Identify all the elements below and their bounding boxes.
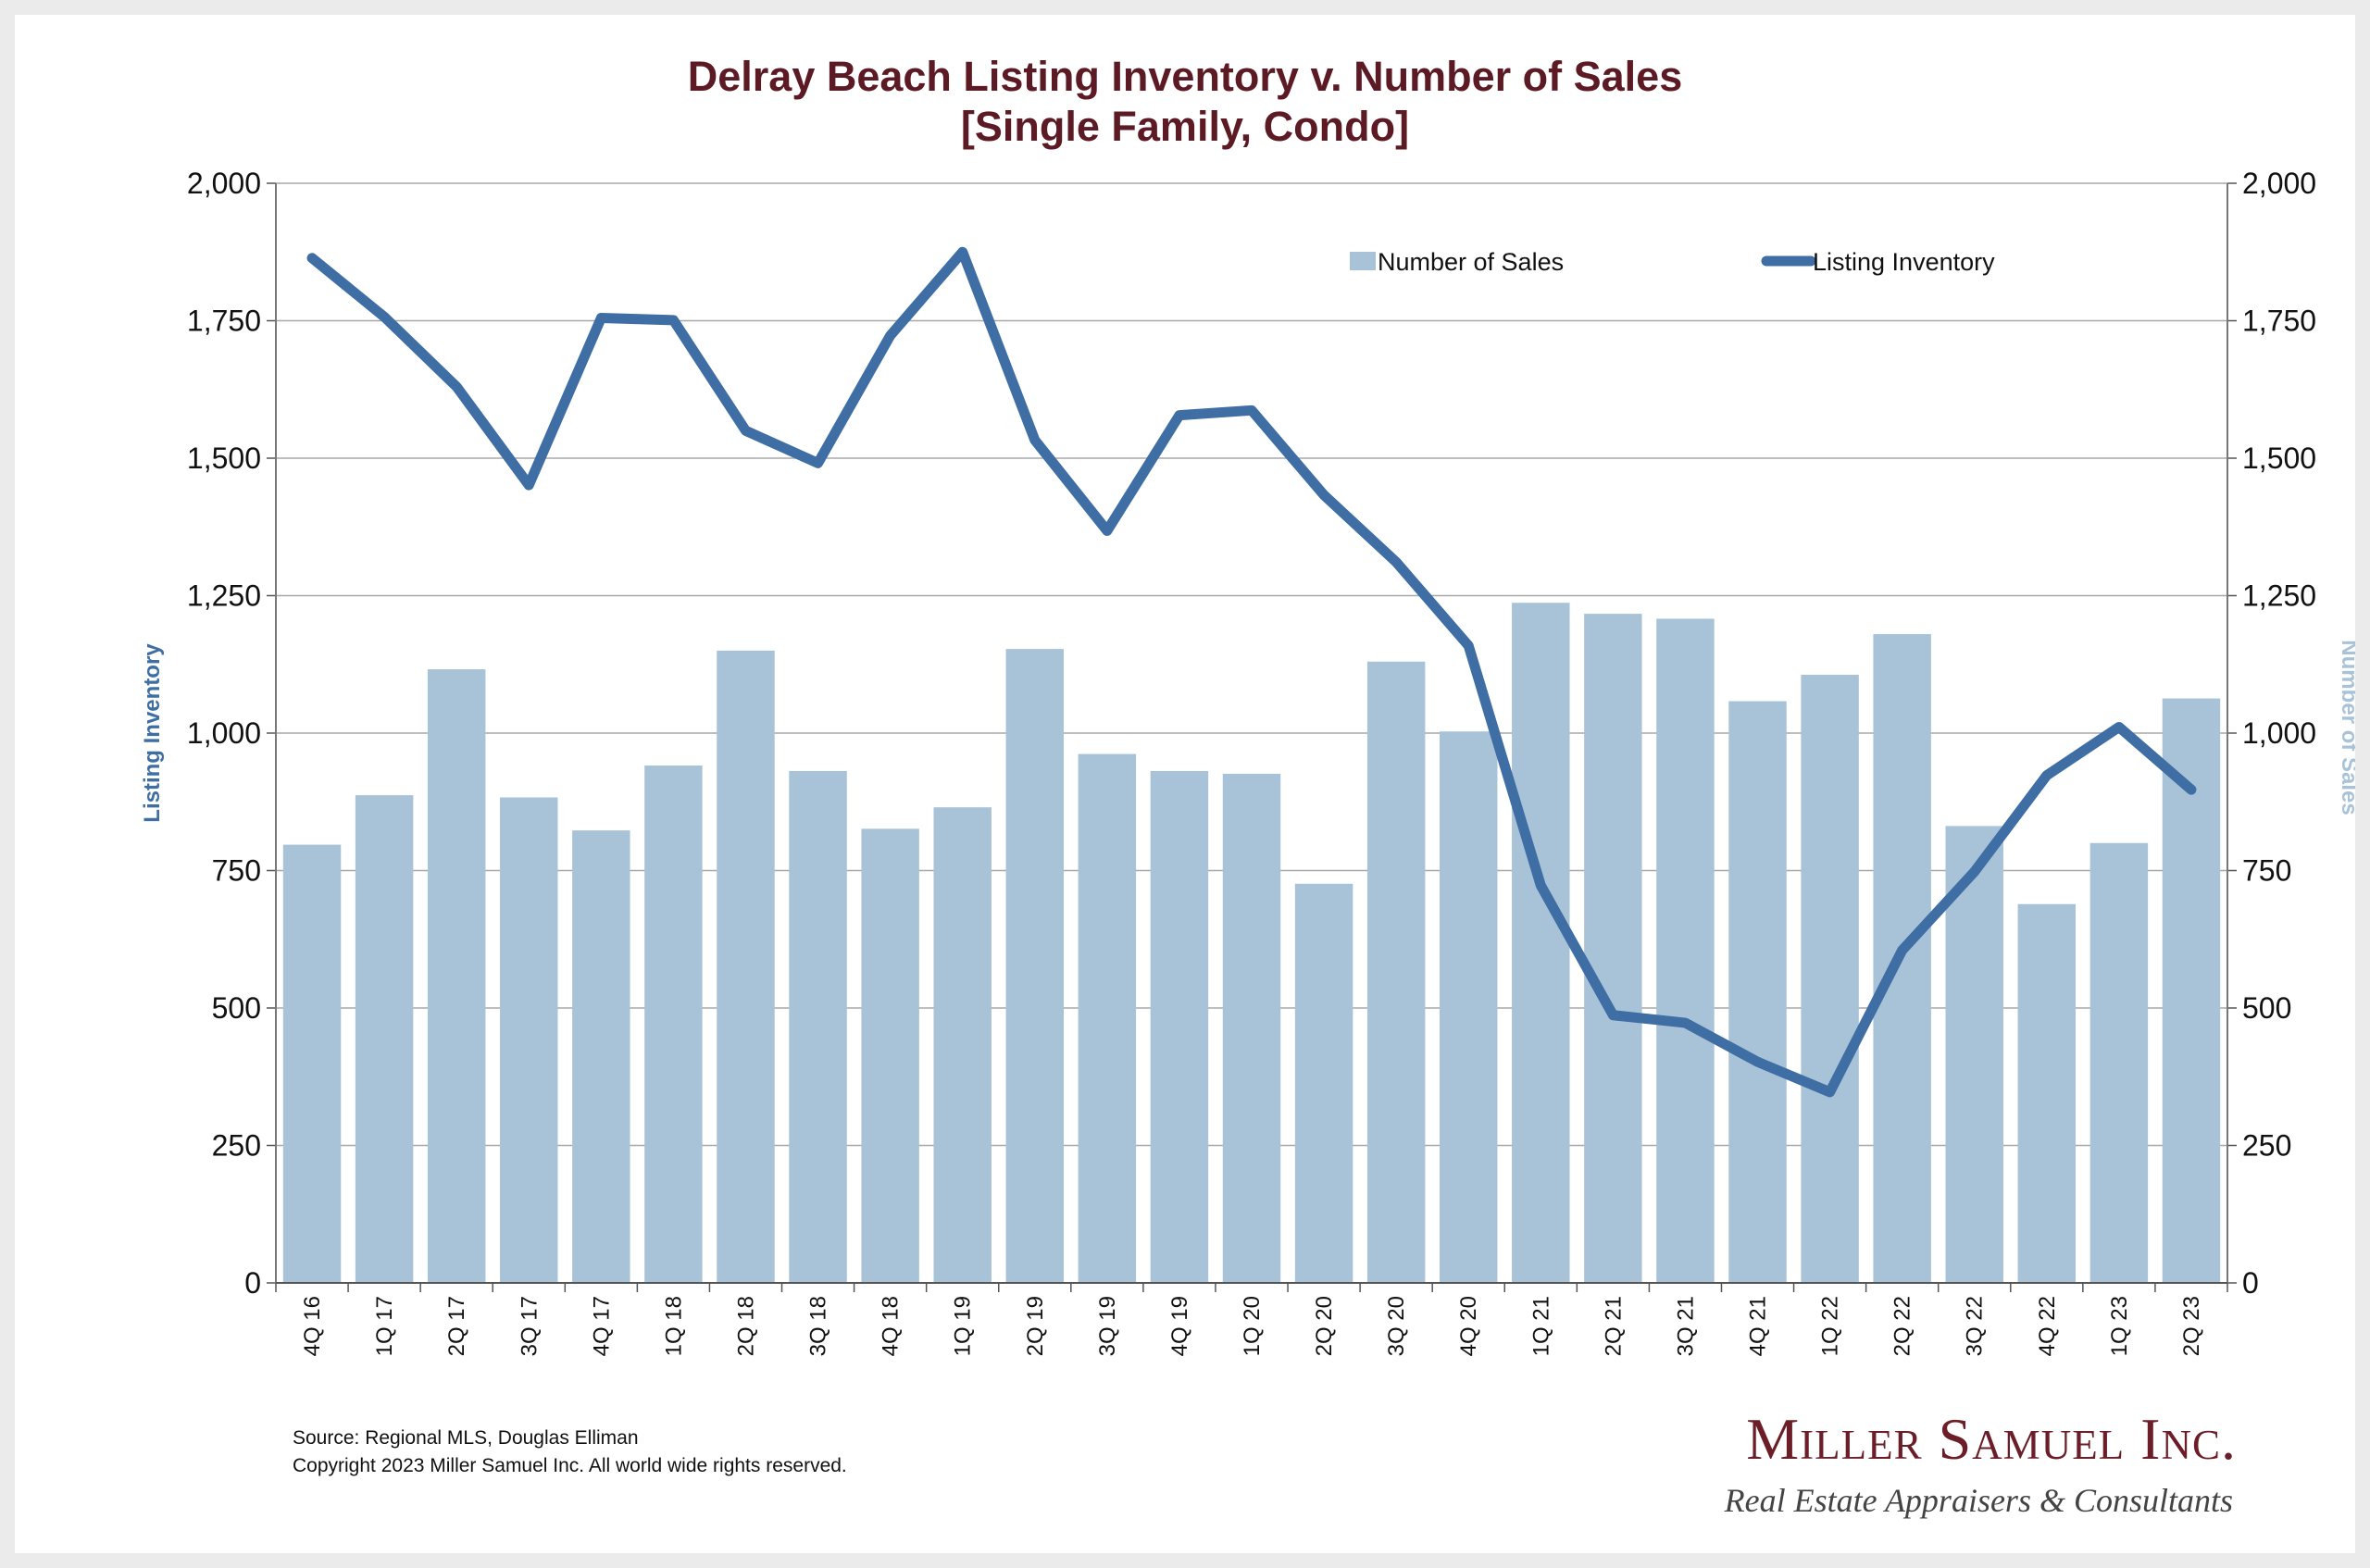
legend-label-inventory: Listing Inventory [1813, 248, 1995, 276]
bar-sales [1728, 701, 1787, 1283]
bar-sales [644, 765, 703, 1283]
y2-tick-label: 750 [2242, 854, 2291, 888]
x-tick-label: 1Q 21 [1528, 1296, 1553, 1356]
bar-sales [427, 669, 486, 1283]
y2-tick-label: 250 [2242, 1129, 2291, 1163]
x-tick-label: 3Q 22 [1963, 1296, 1988, 1356]
legend-swatch-sales [1350, 252, 1376, 270]
x-tick-label: 3Q 20 [1384, 1296, 1409, 1356]
copyright-note: Copyright 2023 Miller Samuel Inc. All wo… [293, 1455, 847, 1476]
bar-sales [500, 797, 558, 1283]
x-tick-label: 3Q 17 [517, 1296, 542, 1356]
line-listing-inventory [306, 246, 2197, 1098]
y-tick-label: 500 [212, 991, 261, 1025]
x-tick-label: 2Q 18 [733, 1296, 758, 1356]
x-tick-label: 4Q 22 [2035, 1296, 2060, 1356]
y2-tick-label: 0 [2242, 1266, 2259, 1300]
x-tick-label: 2Q 21 [1601, 1296, 1626, 1356]
x-tick-label: 3Q 18 [806, 1296, 831, 1356]
bar-sales [717, 650, 775, 1283]
bar-sales [1512, 603, 1570, 1283]
x-tick-label: 1Q 20 [1240, 1296, 1265, 1356]
bar-sales [282, 844, 342, 1283]
y2-tick-label: 1,000 [2242, 716, 2316, 750]
bar-sales [1294, 883, 1353, 1283]
y2-tick-label: 1,500 [2242, 442, 2316, 475]
bar-sales [933, 807, 992, 1283]
bar-sales [1005, 649, 1065, 1283]
chart-title: Delray Beach Listing Inventory v. Number… [687, 53, 1683, 100]
y-tick-label: 2,000 [187, 167, 261, 200]
bar-sales [1222, 773, 1281, 1283]
x-tick-label: 3Q 21 [1673, 1296, 1698, 1356]
y2-tick-label: 2,000 [2242, 167, 2316, 200]
bar-sales [572, 830, 630, 1283]
x-tick-label: 1Q 22 [1818, 1296, 1843, 1356]
company-logo-name: Miller Samuel Inc. [1746, 1406, 2237, 1472]
x-tick-label: 1Q 17 [372, 1296, 397, 1356]
x-tick-label: 2Q 17 [444, 1296, 469, 1356]
bar-sales [861, 828, 919, 1283]
bar-sales [789, 770, 847, 1283]
chart-plot: 0 0 250 250 500 500 750 750 1,000 1,000 1,250 1,250… [140, 167, 2355, 1356]
x-tick-label: 1Q 18 [661, 1296, 686, 1356]
source-note: Source: Regional MLS, Douglas Elliman [293, 1427, 639, 1449]
y2-axis-title: Number of Sales [2337, 640, 2355, 815]
x-tick-label: 1Q 23 [2107, 1296, 2132, 1356]
bar-sales [2162, 698, 2221, 1283]
bar-sales [1656, 618, 1715, 1283]
x-tick-label: 2Q 23 [2179, 1296, 2204, 1356]
y2-tick-label: 1,750 [2242, 305, 2316, 338]
bar-sales [1439, 731, 1498, 1283]
bar-sales [2089, 842, 2149, 1283]
bar-sales [2017, 903, 2077, 1283]
x-tick-label: 4Q 16 [300, 1296, 325, 1356]
y2-tick-label: 500 [2242, 991, 2291, 1025]
x-tick-label: 4Q 17 [589, 1296, 614, 1356]
x-tick-label: 3Q 19 [1095, 1296, 1120, 1356]
y2-tick-label: 1,250 [2242, 579, 2316, 613]
bar-sales [1366, 661, 1426, 1283]
y-tick-label: 1,500 [187, 442, 261, 475]
chart-subtitle: [Single Family, Condo] [960, 103, 1410, 150]
y-tick-label: 1,000 [187, 716, 261, 750]
x-tick-label: 4Q 21 [1746, 1296, 1771, 1356]
y-axis-title: Listing Inventory [140, 643, 165, 823]
x-tick-label: 1Q 19 [951, 1296, 976, 1356]
y-tick-label: 0 [244, 1266, 261, 1300]
x-tick-label: 2Q 20 [1312, 1296, 1337, 1356]
legend-label-sales: Number of Sales [1378, 248, 1564, 276]
bar-sales [1150, 770, 1209, 1283]
bar-sales [1801, 675, 1859, 1283]
y-tick-label: 1,750 [187, 305, 261, 338]
bar-sales [1945, 826, 2003, 1283]
company-logo-tagline: Real Estate Appraisers & Consultants [1724, 1482, 2233, 1519]
x-tick-label: 4Q 20 [1456, 1296, 1481, 1356]
x-tick-label: 2Q 22 [1890, 1296, 1915, 1356]
x-tick-label: 2Q 19 [1023, 1296, 1048, 1356]
x-tick-label: 4Q 19 [1167, 1296, 1192, 1356]
bar-sales [1584, 614, 1642, 1283]
chart-frame: Delray Beach Listing Inventory v. Number… [15, 15, 2355, 1553]
y-tick-label: 250 [212, 1129, 261, 1163]
x-tick-label: 4Q 18 [879, 1296, 904, 1356]
y-tick-label: 1,250 [187, 579, 261, 613]
bar-sales [1078, 753, 1137, 1283]
y-tick-label: 750 [212, 854, 261, 888]
bar-sales [355, 795, 414, 1283]
